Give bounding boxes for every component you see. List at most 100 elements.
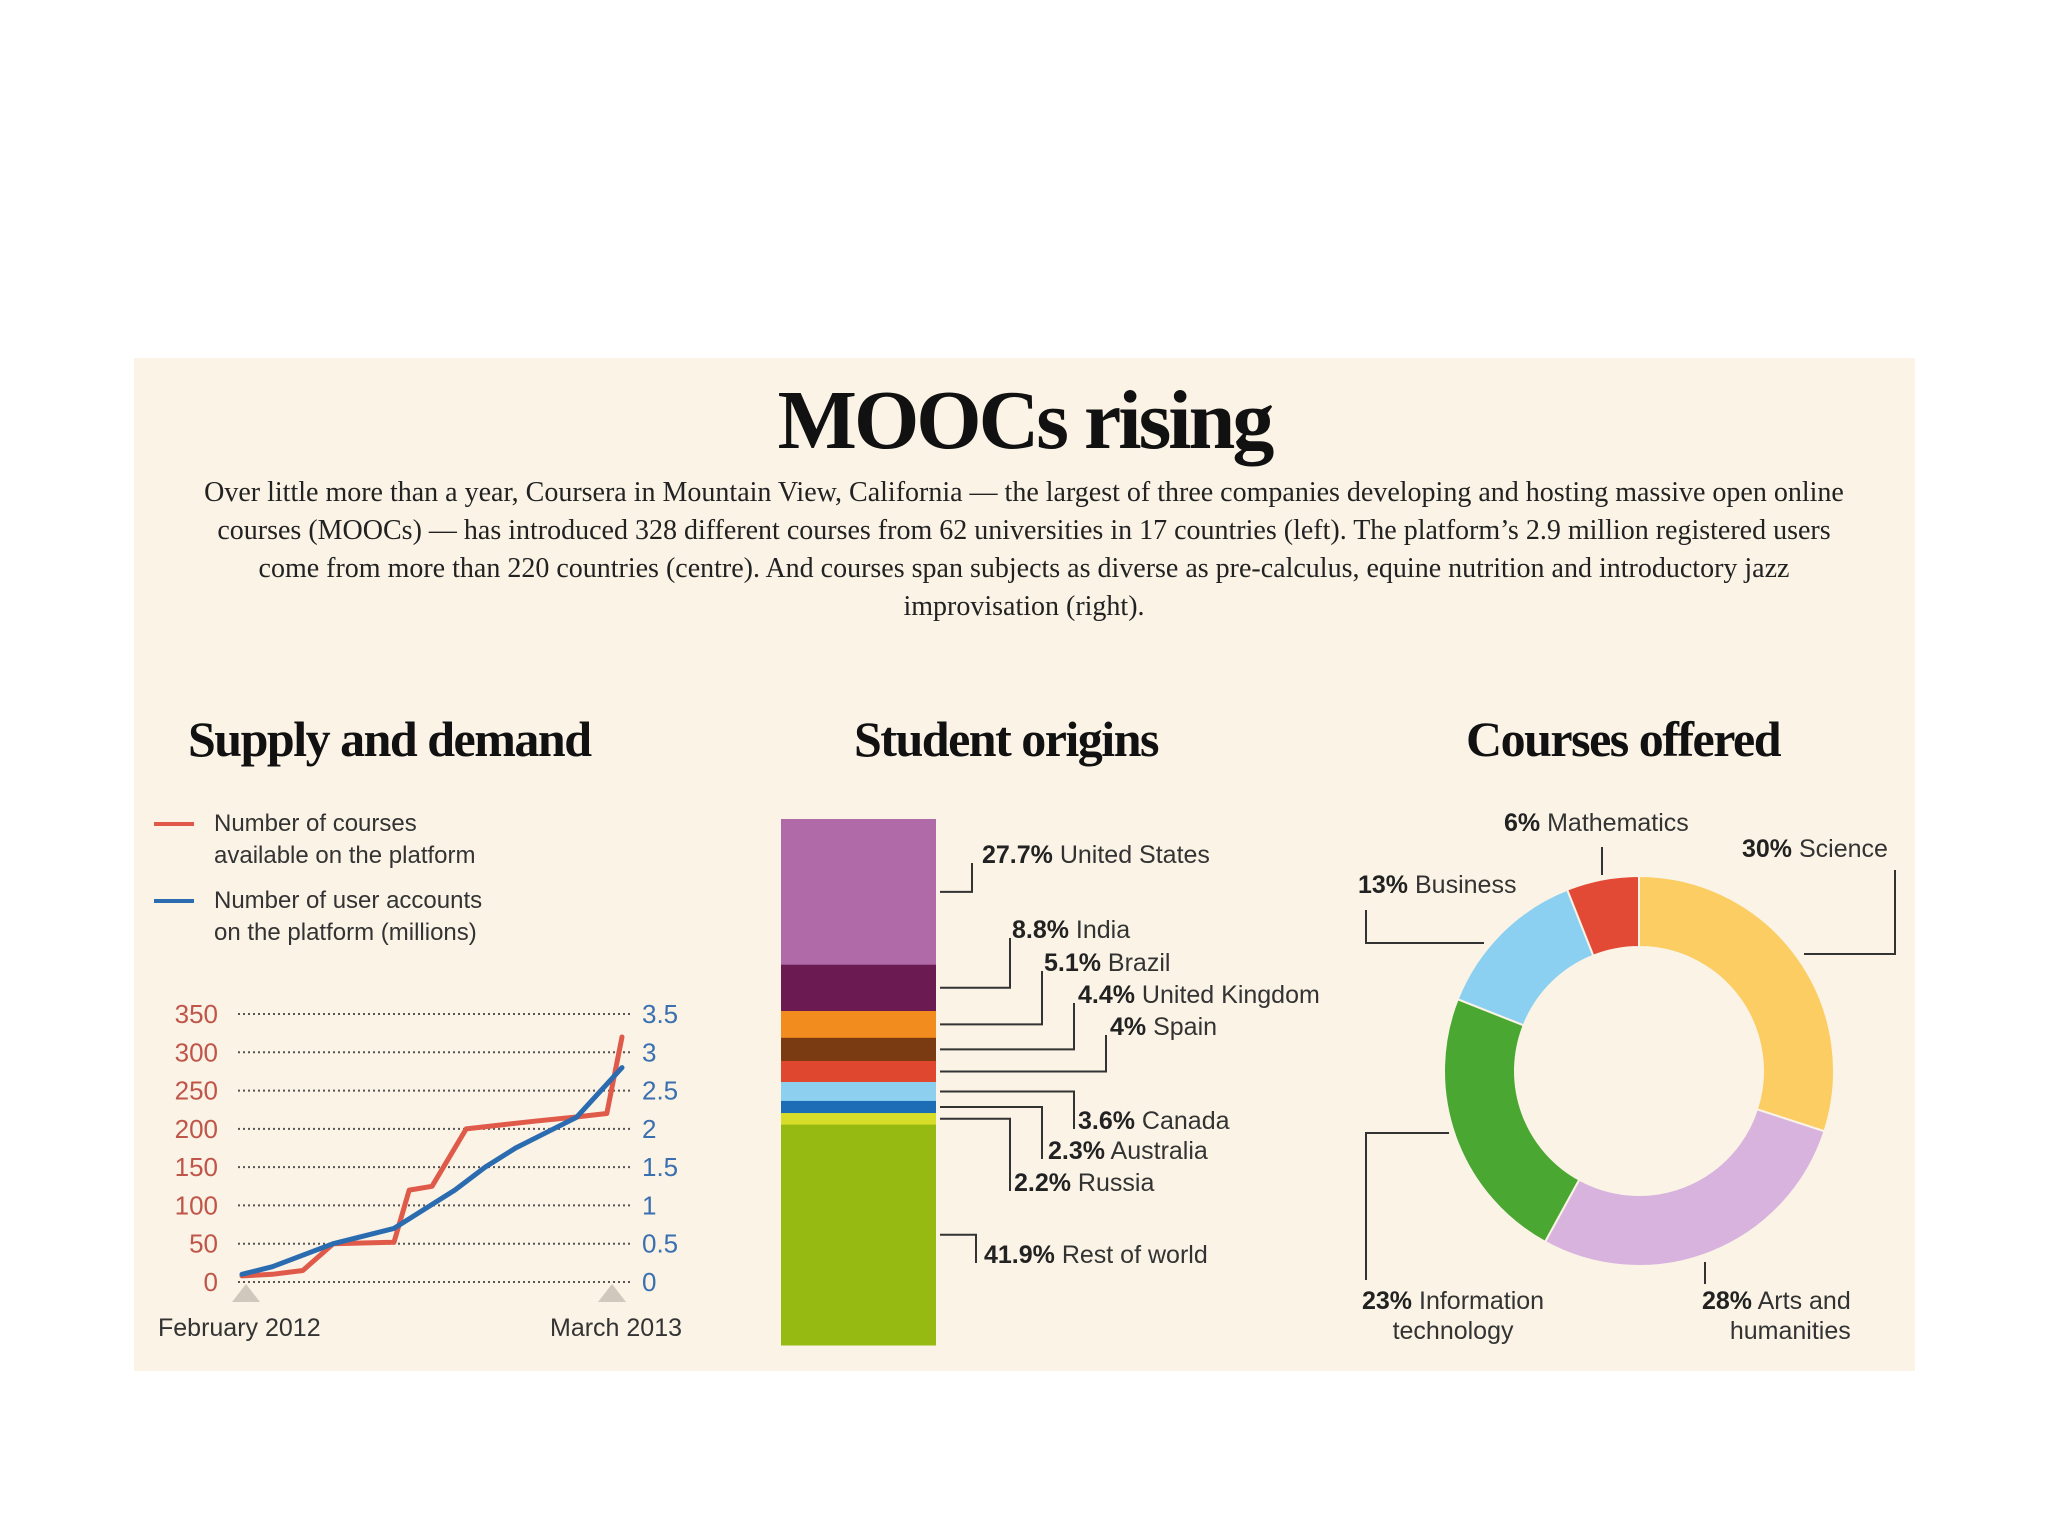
donut-pct-it: 23% — [1362, 1287, 1413, 1315]
left-axis-tick: 250 — [175, 1076, 218, 1106]
x-label-start: February 2012 — [158, 1314, 321, 1342]
right-axis-tick: 2.5 — [642, 1076, 678, 1106]
origin-label: 8.8% India — [1012, 915, 1130, 945]
origin-label: 2.2% Russia — [1014, 1168, 1154, 1198]
origin-label-name: Russia — [1070, 1169, 1155, 1197]
origin-label-name: United Kingdom — [1134, 981, 1320, 1009]
donut-label-arts: 28% Arts and humanities — [1702, 1286, 1851, 1346]
origin-label-pct: 5.1% — [1044, 949, 1101, 977]
donut-slice-mathematics — [1565, 874, 1640, 958]
leader-line — [940, 1117, 1011, 1191]
left-axis-tick: 200 — [175, 1114, 218, 1144]
origin-label: 4.4% United Kingdom — [1078, 980, 1320, 1010]
right-axis-tick: 1.5 — [642, 1152, 678, 1182]
donut-label-mathematics: 6% Mathematics — [1504, 808, 1689, 838]
origin-label-name: India — [1068, 916, 1131, 944]
origin-label-pct: 3.6% — [1078, 1107, 1135, 1135]
right-axis-tick: 3 — [642, 1037, 656, 1067]
courses-series-line — [239, 1034, 625, 1279]
leader-line-science — [1804, 870, 1896, 955]
donut-label-business: 13% Business — [1358, 870, 1516, 900]
right-axis-tick: 0 — [642, 1267, 656, 1297]
bar-segment-india — [781, 964, 936, 1012]
leader-line — [940, 1035, 1107, 1073]
donut-name2-arts: humanities — [1729, 1317, 1851, 1345]
bar-segment-brazil — [781, 1010, 936, 1039]
leader-line-business — [1365, 910, 1484, 944]
leader-line — [940, 1233, 977, 1263]
bar-segment-canada — [781, 1082, 936, 1102]
supply-demand-title: Supply and demand — [188, 711, 592, 767]
donut-name2-it: technology — [1392, 1317, 1514, 1345]
leader-line — [940, 971, 1043, 1026]
x-label-end: March 2013 — [550, 1314, 683, 1342]
bar-segment-spain — [781, 1060, 936, 1083]
donut-name-science: Science — [1799, 835, 1888, 863]
bar-segment-russia — [781, 1113, 936, 1126]
legend-users-line2: on the platform (millions) — [214, 919, 477, 946]
bar-segment-united-states — [781, 819, 936, 966]
donut-name-business: Business — [1415, 871, 1517, 899]
legend-courses-line2: available on the platform — [214, 842, 476, 869]
origin-label-pct: 41.9% — [984, 1241, 1055, 1269]
origin-label: 2.3% Australia — [1048, 1136, 1208, 1166]
left-axis-tick: 350 — [175, 999, 218, 1029]
leader-line-it — [1365, 1132, 1449, 1280]
right-axis-tick: 1 — [642, 1190, 656, 1220]
x-start-marker — [232, 1284, 260, 1302]
origin-label-pct: 4.4% — [1078, 981, 1135, 1009]
right-axis-tick: 0.5 — [642, 1229, 678, 1259]
origin-label: 41.9% Rest of world — [984, 1240, 1208, 1270]
intro-paragraph: Over little more than a year, Coursera i… — [204, 477, 1844, 622]
donut-label-science: 30% Science — [1742, 834, 1888, 864]
courses-offered-title: Courses offered — [1466, 711, 1782, 767]
legend-swatch-courses — [154, 822, 194, 826]
left-axis-tick: 50 — [189, 1229, 218, 1259]
origin-label-pct: 2.2% — [1014, 1169, 1071, 1197]
donut-slice-business — [1456, 888, 1595, 1027]
legend-item-courses: Number of courses available on the platf… — [154, 808, 574, 878]
right-axis-tick: 3.5 — [642, 999, 678, 1029]
leader-line — [940, 1090, 1075, 1129]
left-axis-tick: 300 — [175, 1037, 218, 1067]
donut-name-it: Information — [1419, 1287, 1545, 1315]
donut-name-mathematics: Mathematics — [1547, 809, 1689, 837]
bar-segment-australia — [781, 1100, 936, 1114]
donut-pct-mathematics: 6% — [1504, 809, 1541, 837]
origin-label-name: Brazil — [1100, 949, 1171, 977]
origin-label-name: Canada — [1134, 1107, 1230, 1135]
legend-courses-line1: Number of courses — [214, 810, 417, 837]
left-axis-tick: 0 — [204, 1267, 218, 1297]
legend-swatch-users — [154, 899, 194, 903]
origin-label-name: United States — [1052, 841, 1210, 869]
infographic-panel: MOOCs rising Over little more than a yea… — [134, 358, 1915, 1371]
leader-line — [940, 863, 973, 893]
donut-pct-arts: 28% — [1702, 1287, 1753, 1315]
page-title: MOOCs rising — [777, 374, 1275, 467]
donut-slice-science — [1638, 874, 1835, 1133]
legend-users-line1: Number of user accounts — [214, 887, 483, 914]
donut-pct-business: 13% — [1358, 871, 1409, 899]
right-axis-tick: 2 — [642, 1114, 656, 1144]
x-end-marker — [598, 1284, 626, 1302]
origin-label: 4% Spain — [1110, 1012, 1217, 1042]
bar-segment-united-kingdom — [781, 1037, 936, 1062]
origin-label: 27.7% United States — [982, 840, 1210, 870]
leader-line — [940, 938, 1011, 989]
origin-label-pct: 4% — [1110, 1013, 1147, 1041]
bar-segment-rest-of-world — [781, 1124, 936, 1346]
donut-pct-science: 30% — [1742, 835, 1793, 863]
origin-label-name: Rest of world — [1054, 1241, 1208, 1269]
users-series-line — [239, 1065, 625, 1277]
legend-item-users: Number of user accounts on the platform … — [154, 885, 574, 955]
origin-label-name: Spain — [1146, 1013, 1218, 1041]
student-origins-title: Student origins — [854, 711, 1159, 767]
origin-label: 3.6% Canada — [1078, 1106, 1230, 1136]
donut-label-it: 23% Information technology — [1362, 1286, 1544, 1346]
leader-line — [940, 1106, 1043, 1159]
origin-label-pct: 8.8% — [1012, 916, 1069, 944]
left-axis-tick: 150 — [175, 1152, 218, 1182]
leader-line — [940, 1003, 1075, 1051]
origin-label-pct: 2.3% — [1048, 1137, 1105, 1165]
donut-slice-arts-and — [1543, 1108, 1826, 1267]
